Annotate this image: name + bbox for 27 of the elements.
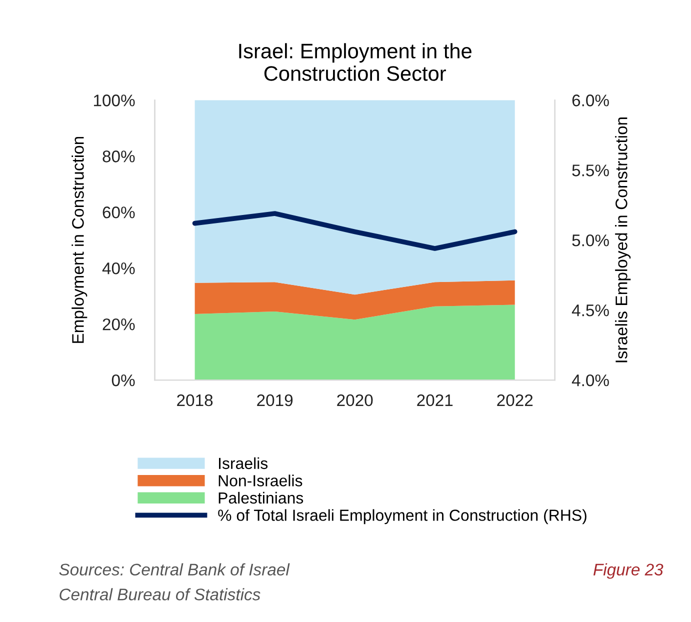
x-tick-label: 2018	[177, 394, 213, 406]
text: Central Bureau of Statistics	[60, 588, 260, 600]
y-tick-label: 20%	[102, 318, 135, 330]
y2-tick-label: 5.0%	[572, 234, 609, 246]
legend-label: Israelis	[219, 457, 268, 470]
y2-tick-label: 5.5%	[572, 164, 609, 176]
x-tick-label: 2021	[417, 394, 453, 406]
line-series	[192, 211, 518, 251]
y-tick-label: 40%	[102, 262, 135, 274]
chart-title: Israel: Employment in the Construction Sector	[239, 43, 472, 81]
y-tick-label: 0%	[112, 374, 135, 386]
y-tick-label: 80%	[102, 150, 135, 162]
y2-tick-label: 4.5%	[572, 304, 609, 316]
y2-axis-title: Israelis Employed in Construction	[615, 118, 631, 362]
x-tick-label: 2020	[337, 394, 373, 406]
caption: Figure 23	[593, 563, 664, 579]
y-tick-label: 60%	[102, 206, 135, 218]
x-tick-label: 2022	[497, 394, 533, 406]
y-axis-title: Employment in Construction	[72, 136, 88, 343]
y2-tick-label: 4.0%	[572, 374, 609, 386]
x-tick-label: 2019	[257, 394, 293, 406]
legend-label: Non-Israelis	[218, 474, 302, 486]
source-note: Sources: Central Bank of Israel	[59, 563, 290, 576]
legend-label: Palestinians	[218, 492, 304, 504]
legend-label: % of Total Israeli Employment in Construction (RHS)	[218, 509, 586, 524]
y-tick-label: 100%	[94, 94, 135, 106]
y2-tick-label: 6.0%	[572, 94, 609, 106]
